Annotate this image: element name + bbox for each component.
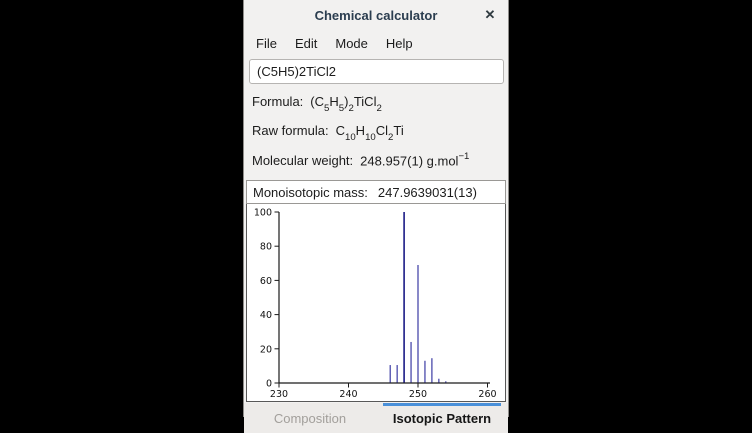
- menubar: File Edit Mode Help: [244, 30, 508, 56]
- tab-composition[interactable]: Composition: [244, 403, 376, 433]
- formula-value: (C5H5)2TiCl2: [310, 94, 382, 114]
- molecular-weight-value: 248.957(1) g.mol−1: [360, 151, 470, 169]
- chemical-calculator-window: Chemical calculator ✕ File Edit Mode Hel…: [243, 0, 509, 433]
- tabstrip: Composition Isotopic Pattern: [244, 403, 508, 433]
- menu-help[interactable]: Help: [385, 35, 413, 51]
- monoisotopic-mass-value: 247.9639031(13): [377, 184, 477, 200]
- raw-formula-value: C10H10Cl2Ti: [335, 123, 404, 143]
- raw-formula-label: Raw formula:: [252, 123, 329, 138]
- svg-text:40: 40: [260, 310, 272, 321]
- tab-isotopic-pattern-label: Isotopic Pattern: [392, 410, 492, 426]
- svg-text:250: 250: [409, 389, 427, 400]
- monoisotopic-mass-box: Monoisotopic mass: 247.9639031(13): [246, 180, 506, 204]
- svg-text:0: 0: [266, 379, 272, 390]
- svg-text:260: 260: [478, 389, 496, 400]
- svg-text:240: 240: [339, 389, 357, 400]
- tab-isotopic-pattern[interactable]: Isotopic Pattern: [376, 403, 508, 433]
- close-icon[interactable]: ✕: [484, 7, 496, 22]
- svg-text:230: 230: [270, 389, 288, 400]
- monoisotopic-mass-label: Monoisotopic mass:: [253, 184, 368, 200]
- window-title: Chemical calculator: [314, 7, 438, 23]
- menu-edit[interactable]: Edit: [294, 35, 318, 51]
- svg-text:20: 20: [260, 344, 272, 355]
- svg-text:100: 100: [254, 208, 272, 219]
- molecular-weight-label: Molecular weight:: [252, 153, 354, 169]
- svg-text:80: 80: [260, 242, 272, 253]
- raw-formula-row: Raw formula: C10H10Cl2Ti: [244, 123, 508, 143]
- formula-input[interactable]: [249, 59, 504, 84]
- menu-mode[interactable]: Mode: [335, 35, 368, 51]
- molecular-weight-row: Molecular weight: 248.957(1) g.mol−1: [244, 151, 508, 171]
- formula-row: Formula: (C5H5)2TiCl2: [244, 94, 508, 114]
- isotopic-pattern-chart: 0 20 40 60 80 100 230 240 250 260: [246, 204, 506, 402]
- formula-label: Formula:: [252, 94, 304, 109]
- menu-file[interactable]: File: [256, 35, 277, 51]
- active-tab-indicator: [383, 403, 501, 406]
- titlebar[interactable]: Chemical calculator ✕: [244, 0, 508, 30]
- tab-composition-label: Composition: [273, 410, 347, 426]
- mass-spectrum-plot: 0 20 40 60 80 100 230 240 250 260: [254, 208, 497, 401]
- svg-text:60: 60: [260, 276, 272, 287]
